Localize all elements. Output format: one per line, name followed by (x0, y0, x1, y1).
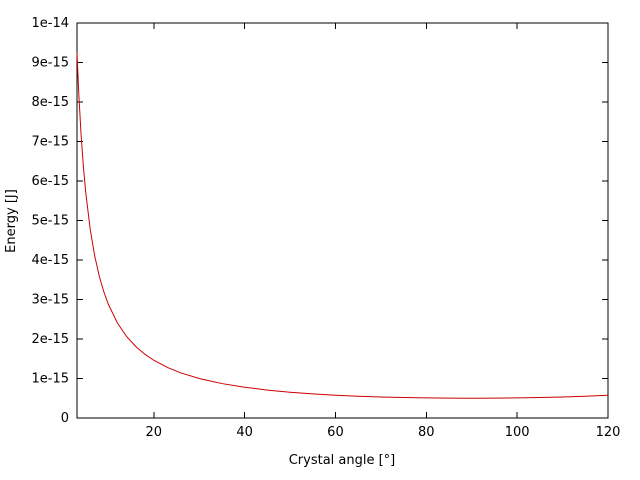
x-tick-label: 40 (236, 425, 253, 440)
x-tick-label: 80 (418, 425, 435, 440)
y-tick-label: 9e-15 (31, 56, 69, 71)
x-axis-label: Crystal angle [°] (289, 453, 396, 468)
x-tick-label: 60 (327, 425, 344, 440)
tick-marks (77, 22, 609, 419)
y-axis-label: Energy [J] (4, 189, 19, 253)
y-tick-label: 6e-15 (31, 174, 69, 189)
series-line (76, 52, 609, 399)
y-tick-label: 3e-15 (31, 293, 69, 308)
x-tick-label: 100 (505, 425, 530, 440)
x-tick-label: 120 (596, 425, 621, 440)
y-tick-label: 8e-15 (31, 95, 69, 110)
plot-frame (76, 22, 609, 419)
y-tick-label: 1e-14 (31, 16, 69, 31)
y-tick-label: 7e-15 (31, 135, 69, 150)
y-tick-label: 4e-15 (31, 253, 69, 268)
y-tick-label: 0 (61, 411, 69, 426)
data-curve (76, 52, 609, 399)
y-tick-label: 1e-15 (31, 372, 69, 387)
y-tick-label: 5e-15 (31, 214, 69, 229)
y-tick-label: 2e-15 (31, 332, 69, 347)
x-tick-label: 20 (145, 425, 162, 440)
tick-labels: 20 40 60 80 100 120 0 1e-15 2e-15 3e-15 4e-15 5e-15… (31, 16, 620, 440)
